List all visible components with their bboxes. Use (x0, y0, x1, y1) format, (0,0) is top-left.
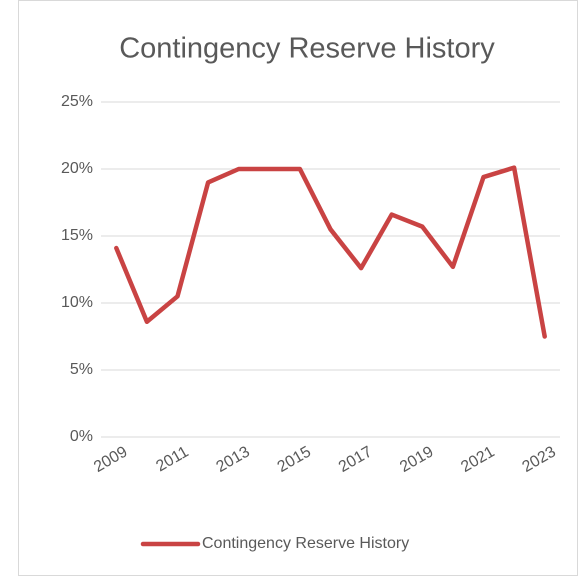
y-tick-label: 0% (70, 428, 93, 445)
chart-frame (18, 0, 578, 576)
chart-title: Contingency Reserve History (119, 33, 495, 65)
y-tick-label: 5% (70, 361, 93, 378)
y-tick-label: 15% (61, 227, 93, 244)
legend-label: Contingency Reserve History (202, 535, 409, 552)
y-tick-label: 10% (61, 294, 93, 311)
y-tick-label: 25% (61, 93, 93, 110)
y-tick-label: 20% (61, 160, 93, 177)
data-line (114, 165, 547, 339)
